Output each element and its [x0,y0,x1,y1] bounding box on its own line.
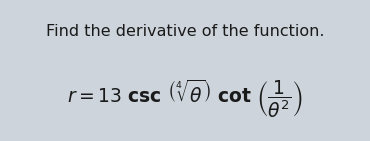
Text: Find the derivative of the function.: Find the derivative of the function. [46,24,324,38]
Text: $r = 13\ \mathbf{csc}\ \left(\sqrt[4]{\theta}\right)\ \mathbf{cot}\ \left(\dfrac: $r = 13\ \mathbf{csc}\ \left(\sqrt[4]{\t… [67,78,303,120]
